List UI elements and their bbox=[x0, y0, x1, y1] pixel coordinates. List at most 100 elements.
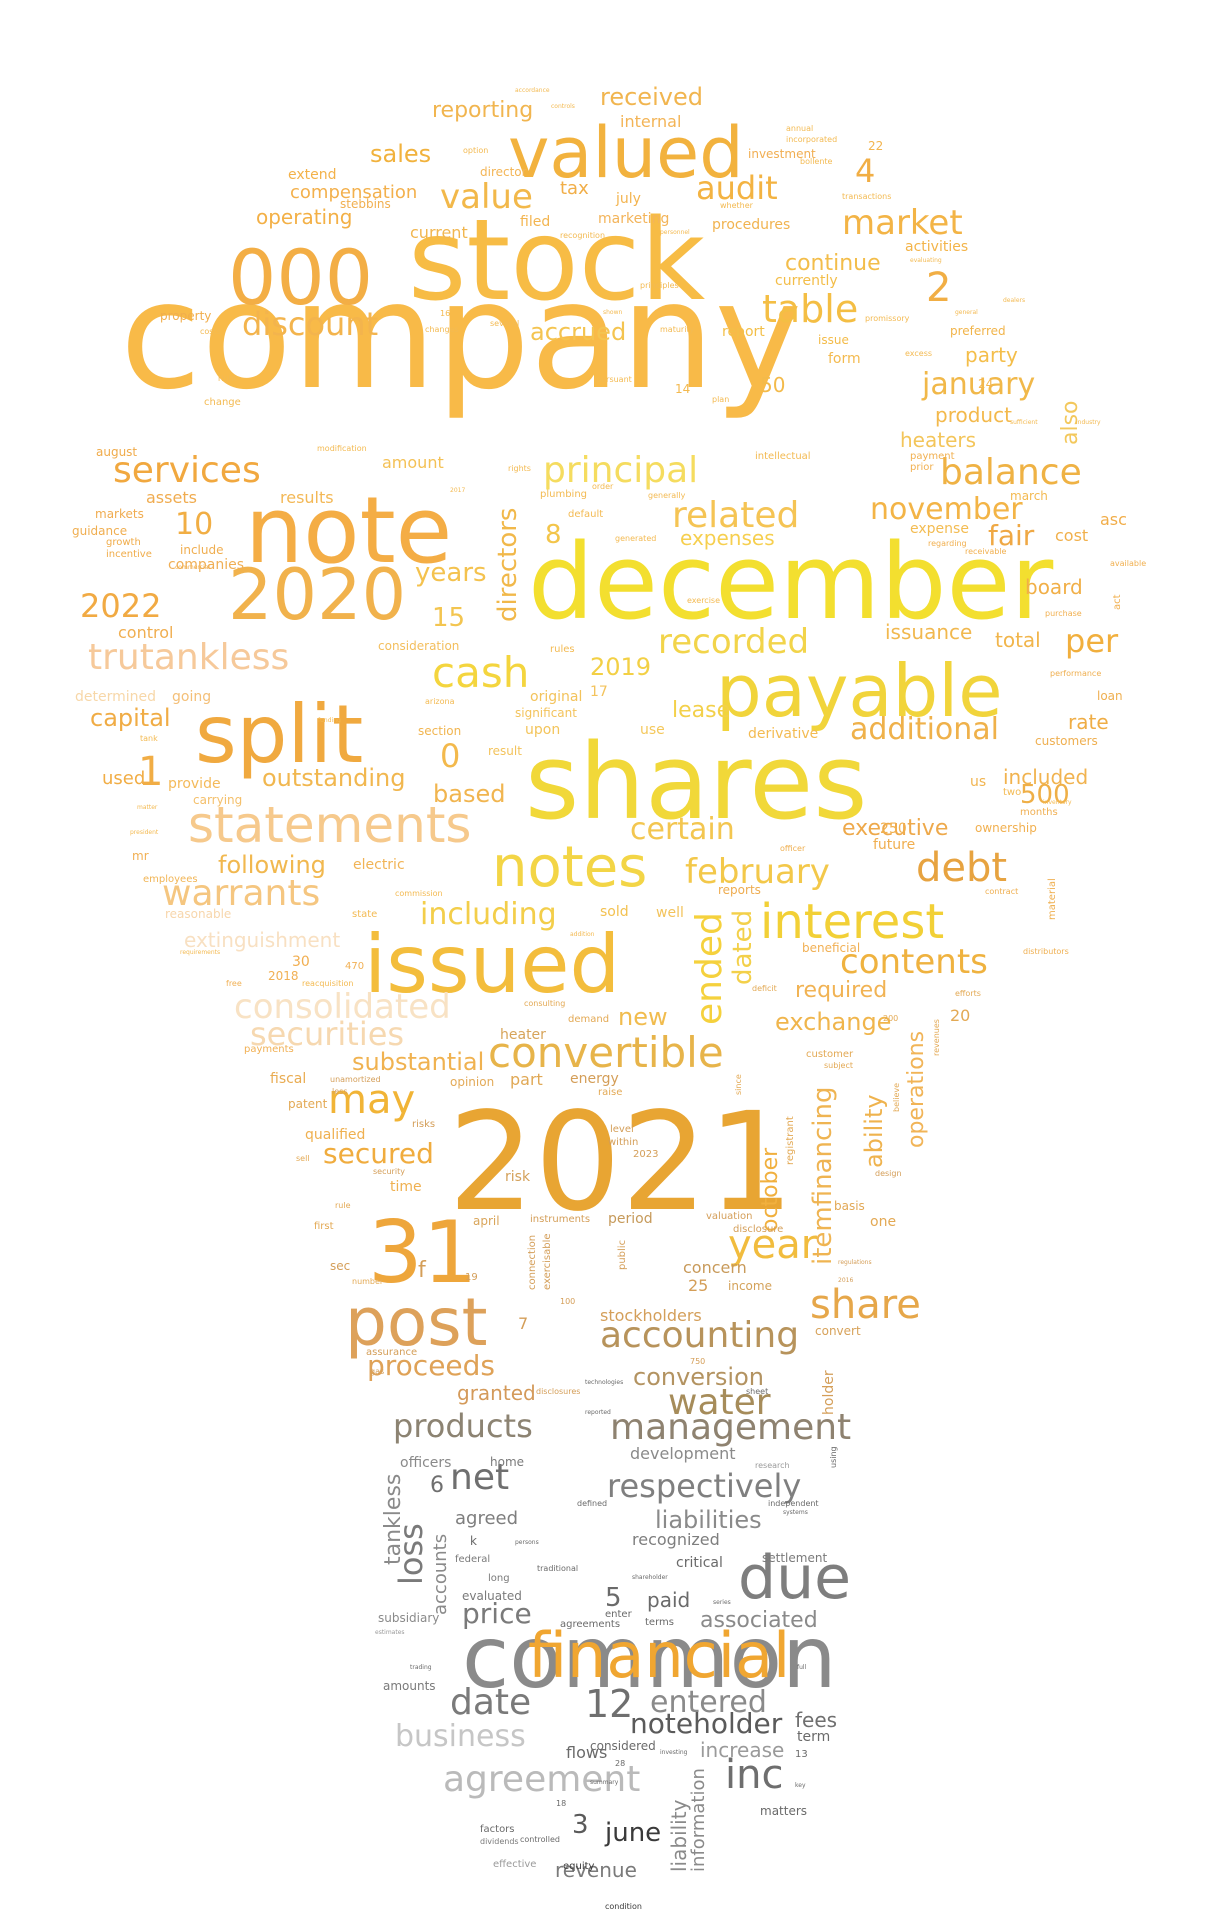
word-defined: defined bbox=[577, 1499, 608, 1508]
word-months: months bbox=[1020, 807, 1058, 818]
word-energy: energy bbox=[570, 1071, 619, 1087]
word-sales: sales bbox=[370, 140, 432, 168]
word-operating: operating bbox=[256, 205, 353, 229]
word-basis: basis bbox=[834, 1199, 865, 1213]
word-warrants: warrants bbox=[162, 873, 321, 914]
word-included: included bbox=[1003, 765, 1089, 789]
word-due: due bbox=[738, 1543, 852, 1613]
word-addition: addition bbox=[570, 931, 595, 938]
word-reacquisition: reacquisition bbox=[302, 979, 354, 988]
word-generated: generated bbox=[615, 534, 657, 543]
word-amount: amount bbox=[382, 453, 444, 472]
word-principal: principal bbox=[543, 450, 699, 491]
word-whether: whether bbox=[720, 201, 753, 210]
word-substantial: substantial bbox=[352, 1048, 485, 1076]
word-new: new bbox=[618, 1003, 668, 1031]
word-customer: customer bbox=[806, 1049, 854, 1060]
word-sufficient: sufficient bbox=[1010, 419, 1038, 426]
word-order: order bbox=[592, 482, 614, 491]
word-number-17: 17 bbox=[590, 684, 608, 700]
word-revenue: revenue bbox=[555, 1858, 637, 1882]
word-ability: ability bbox=[860, 1094, 888, 1168]
word-number-7: 7 bbox=[518, 1314, 529, 1333]
word-number-8: 8 bbox=[545, 520, 562, 550]
word-sec: sec bbox=[330, 1259, 351, 1273]
word-april: april bbox=[473, 1214, 500, 1228]
word-market: market bbox=[842, 203, 963, 243]
word-costs: costs bbox=[200, 327, 221, 336]
word-controls: controls bbox=[551, 103, 575, 110]
word-number-20: 20 bbox=[950, 1006, 971, 1025]
word-subject: subject bbox=[824, 1061, 853, 1070]
word-tax: tax bbox=[560, 178, 589, 199]
word-series: series bbox=[713, 1599, 731, 1606]
word-rights: rights bbox=[508, 464, 531, 473]
word-efforts: efforts bbox=[955, 989, 981, 998]
word-derivative: derivative bbox=[748, 726, 819, 742]
word-well: well bbox=[656, 905, 684, 921]
word-one: one bbox=[870, 1214, 897, 1230]
word-water: water bbox=[668, 1382, 771, 1423]
word-currently: currently bbox=[775, 273, 838, 289]
word-stebbins: stebbins bbox=[340, 197, 391, 211]
word-discount: discount bbox=[242, 305, 379, 343]
word-dealers: dealers bbox=[1003, 297, 1026, 304]
word-exercise: exercise bbox=[687, 596, 721, 605]
word-contract: contract bbox=[985, 887, 1019, 896]
word-principles: principles bbox=[640, 281, 679, 290]
word-going: going bbox=[172, 689, 212, 705]
word-year: year bbox=[728, 1222, 818, 1268]
word-used: used bbox=[102, 768, 146, 789]
word-consolidated: consolidated bbox=[234, 987, 451, 1027]
word-markets: markets bbox=[95, 507, 144, 521]
word-common: common bbox=[462, 1608, 837, 1708]
word-officer: officer bbox=[780, 844, 806, 853]
word-result: result bbox=[488, 744, 522, 758]
word-fair: fair bbox=[988, 519, 1035, 552]
word-settlement: settlement bbox=[762, 1551, 828, 1565]
word-future: future bbox=[873, 837, 916, 853]
word-business: business bbox=[395, 1719, 526, 1754]
word-research: research bbox=[755, 1461, 790, 1470]
word-growth: growth bbox=[106, 537, 141, 548]
word-evaluated: evaluated bbox=[462, 1589, 522, 1603]
word-2021: 2021 bbox=[448, 1084, 795, 1242]
word-default: default bbox=[568, 509, 604, 520]
word-valued: valued bbox=[508, 112, 744, 194]
word-june: june bbox=[605, 1818, 662, 1848]
word-report: report bbox=[722, 324, 765, 340]
word-excess: excess bbox=[905, 349, 933, 358]
word-value: value bbox=[440, 177, 533, 217]
word-sold: sold bbox=[600, 904, 629, 920]
word-agreed: agreed bbox=[455, 1508, 519, 1529]
word-granted: granted bbox=[457, 1381, 536, 1405]
word-considered: considered bbox=[590, 1739, 656, 1753]
word-bollente: bollente bbox=[800, 157, 833, 166]
word-right: right bbox=[218, 374, 237, 383]
word-within: within bbox=[608, 1137, 639, 1148]
word-reported: reported bbox=[585, 1409, 611, 1416]
word-maturity: maturity bbox=[660, 325, 695, 334]
word-since: since bbox=[734, 1074, 743, 1095]
word-number-2016: 2016 bbox=[838, 1277, 854, 1284]
word-exchange: exchange bbox=[775, 1008, 892, 1036]
word-agreements: agreements bbox=[560, 1619, 621, 1630]
word-extinguishment: extinguishment bbox=[184, 928, 341, 952]
word-risk: risk bbox=[505, 1169, 531, 1185]
word-connection: connection bbox=[527, 1234, 538, 1290]
word-itemfinancing: itemfinancing bbox=[808, 1086, 838, 1265]
word-plan: plan bbox=[712, 395, 730, 404]
word-qualified: qualified bbox=[305, 1127, 366, 1143]
word-number-100: 100 bbox=[560, 1297, 576, 1306]
word-ended: ended bbox=[689, 912, 730, 1025]
word-years: years bbox=[415, 558, 487, 588]
word-act: act bbox=[1112, 594, 1123, 610]
word-modification: modification bbox=[317, 444, 367, 453]
word-number-24: 24 bbox=[978, 377, 994, 391]
word-post: post bbox=[345, 1284, 488, 1361]
word-believe: believe bbox=[892, 1082, 901, 1112]
word-first: first bbox=[314, 1221, 334, 1232]
word-products: products bbox=[393, 1407, 533, 1445]
word-associated: associated bbox=[700, 1608, 818, 1633]
